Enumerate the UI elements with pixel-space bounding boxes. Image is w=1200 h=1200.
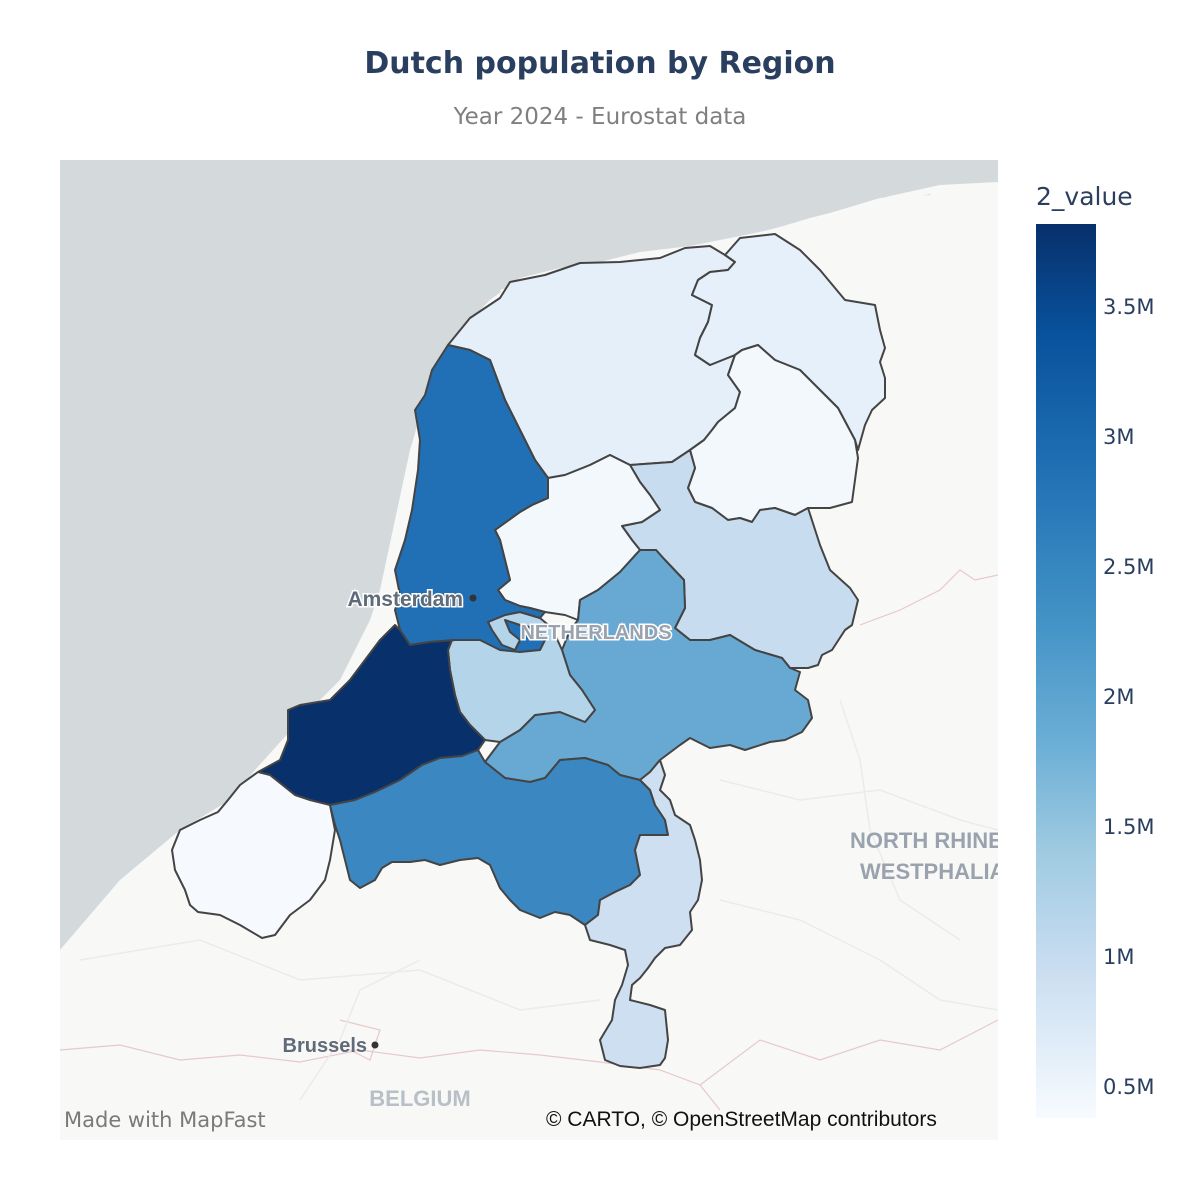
regions-layer xyxy=(171,233,886,1069)
colorbar xyxy=(1036,224,1096,1118)
label-nrw-line2: WESTPHALIA xyxy=(860,859,998,884)
label-netherlands: NETHERLANDS xyxy=(520,622,671,644)
colorbar-tick: 2M xyxy=(1103,684,1135,709)
attribution-credit[interactable]: © CARTO, © OpenStreetMap contributors xyxy=(546,1108,937,1131)
region-noord-holland[interactable] xyxy=(394,344,549,653)
place-labels-layer: Amsterdam NETHERLANDS NORTH RHINE- WESTP… xyxy=(283,587,999,1112)
roads xyxy=(79,699,998,1101)
label-brussels: Brussels xyxy=(283,1035,368,1057)
colorbar-tick: 1M xyxy=(1103,944,1135,969)
colorbar-title: 2_value xyxy=(1036,182,1133,211)
region-limburg[interactable] xyxy=(584,759,703,1069)
north-sea xyxy=(60,160,998,950)
colorbar-tick: 3M xyxy=(1103,425,1135,450)
chart-title: Dutch population by Region xyxy=(364,46,836,81)
colorbar-tick: 3.5M xyxy=(1103,295,1155,320)
colorbar-tick: 0.5M xyxy=(1103,1074,1155,1099)
brussels-dot xyxy=(371,1041,379,1049)
colorbar-tick: 1.5M xyxy=(1103,814,1155,839)
map-svg: Amsterdam NETHERLANDS NORTH RHINE- WESTP… xyxy=(60,160,999,1112)
chart-subtitle: Year 2024 - Eurostat data xyxy=(453,104,747,130)
colorbar-tick: 2.5M xyxy=(1103,555,1155,580)
label-nrw-line1: NORTH RHINE- xyxy=(850,828,998,853)
mapfast-credit: Made with MapFast xyxy=(64,1108,266,1132)
label-belgium: BELGIUM xyxy=(369,1086,470,1111)
label-amsterdam: Amsterdam xyxy=(347,588,463,611)
map-area[interactable]: Amsterdam NETHERLANDS NORTH RHINE- WESTP… xyxy=(60,160,998,1140)
amsterdam-dot xyxy=(469,594,477,602)
